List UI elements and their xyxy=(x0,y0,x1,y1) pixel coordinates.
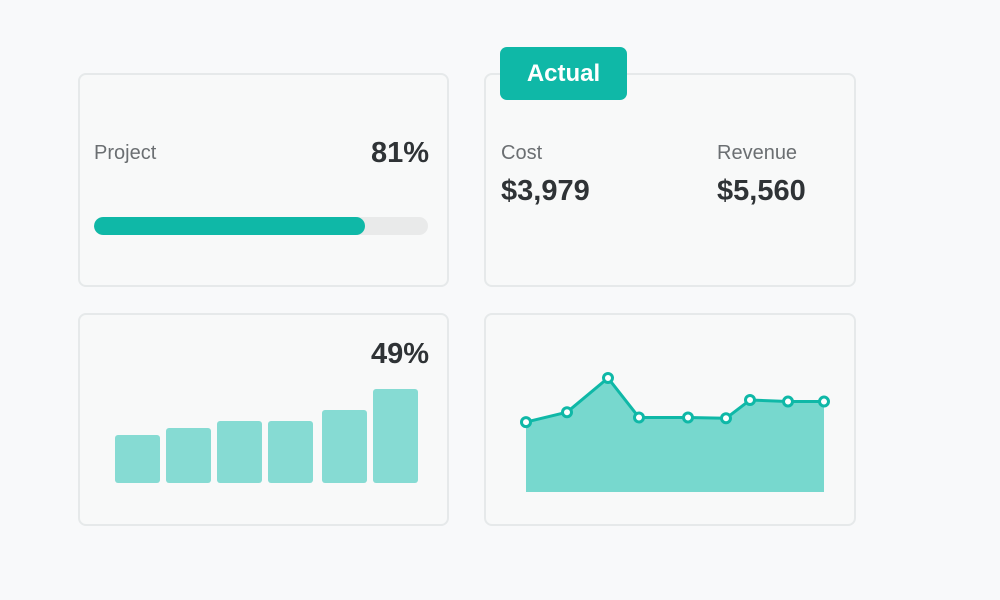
project-percent: 81% xyxy=(370,137,429,169)
data-point xyxy=(633,411,645,424)
project-label: Project xyxy=(94,142,157,164)
bar-chart-card: 49% xyxy=(78,313,449,526)
cost-value: $3,979 xyxy=(501,175,590,207)
data-point xyxy=(818,395,830,408)
data-point xyxy=(520,416,532,429)
area-chart-card xyxy=(484,313,856,526)
bar xyxy=(217,421,262,483)
data-point xyxy=(682,411,694,424)
data-point xyxy=(744,394,756,407)
data-point xyxy=(782,395,794,408)
bar xyxy=(268,421,313,483)
project-card: Project 81% xyxy=(78,73,449,287)
bar-chart xyxy=(115,389,418,483)
revenue-label: Revenue xyxy=(717,142,798,164)
bar xyxy=(115,435,160,483)
actual-badge: Actual xyxy=(500,47,627,100)
data-point xyxy=(720,412,732,425)
area-fill xyxy=(526,378,824,492)
bar xyxy=(373,389,418,483)
bar-chart-percent: 49% xyxy=(370,338,429,370)
cost-label: Cost xyxy=(501,142,543,164)
revenue-value: $5,560 xyxy=(717,175,806,207)
data-point xyxy=(602,372,614,384)
project-progress-bar xyxy=(94,217,428,235)
project-progress-fill xyxy=(94,217,365,235)
bar xyxy=(166,428,211,483)
actual-card: Cost $3,979 Revenue $5,560 xyxy=(484,73,856,287)
data-point xyxy=(561,406,573,419)
area-chart xyxy=(520,372,830,492)
bar xyxy=(322,410,367,483)
